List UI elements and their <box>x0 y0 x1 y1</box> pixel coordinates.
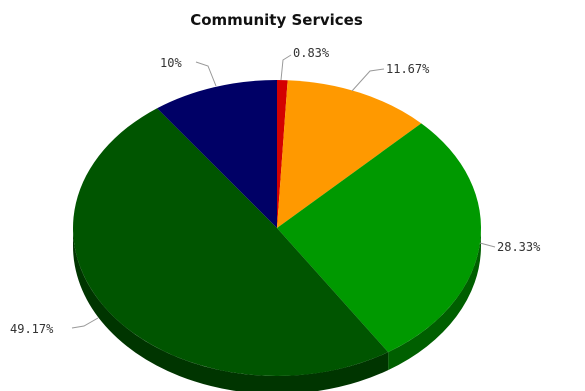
pie-side-3 <box>73 228 389 391</box>
slice-label-2: 28.33% <box>497 240 541 254</box>
pie-slice-1 <box>277 80 422 229</box>
pie-depth-layer <box>73 228 481 391</box>
pie-slice-2 <box>277 123 481 353</box>
leader-line-3 <box>71 317 99 329</box>
slice-label-3: 49.17% <box>10 322 54 336</box>
chart-title: Community Services <box>190 11 363 29</box>
slice-label-4: 10% <box>160 56 182 70</box>
slice-label-0: 0.83% <box>293 46 330 60</box>
pie-top-layer <box>72 80 481 377</box>
leader-line-1 <box>351 68 385 92</box>
leader-line-0 <box>280 54 292 81</box>
slice-label-1: 11.67% <box>386 62 430 76</box>
leader-line-2 <box>479 242 496 248</box>
leader-line-4 <box>195 61 217 87</box>
pie-slice-0 <box>277 80 288 228</box>
pie-slice-3 <box>72 108 389 377</box>
pie-slice-4 <box>157 80 277 228</box>
pie-labels-layer: 0.83% 11.67% 28.33% 49.17% 10% <box>10 46 541 336</box>
pie-side-2 <box>388 228 481 371</box>
